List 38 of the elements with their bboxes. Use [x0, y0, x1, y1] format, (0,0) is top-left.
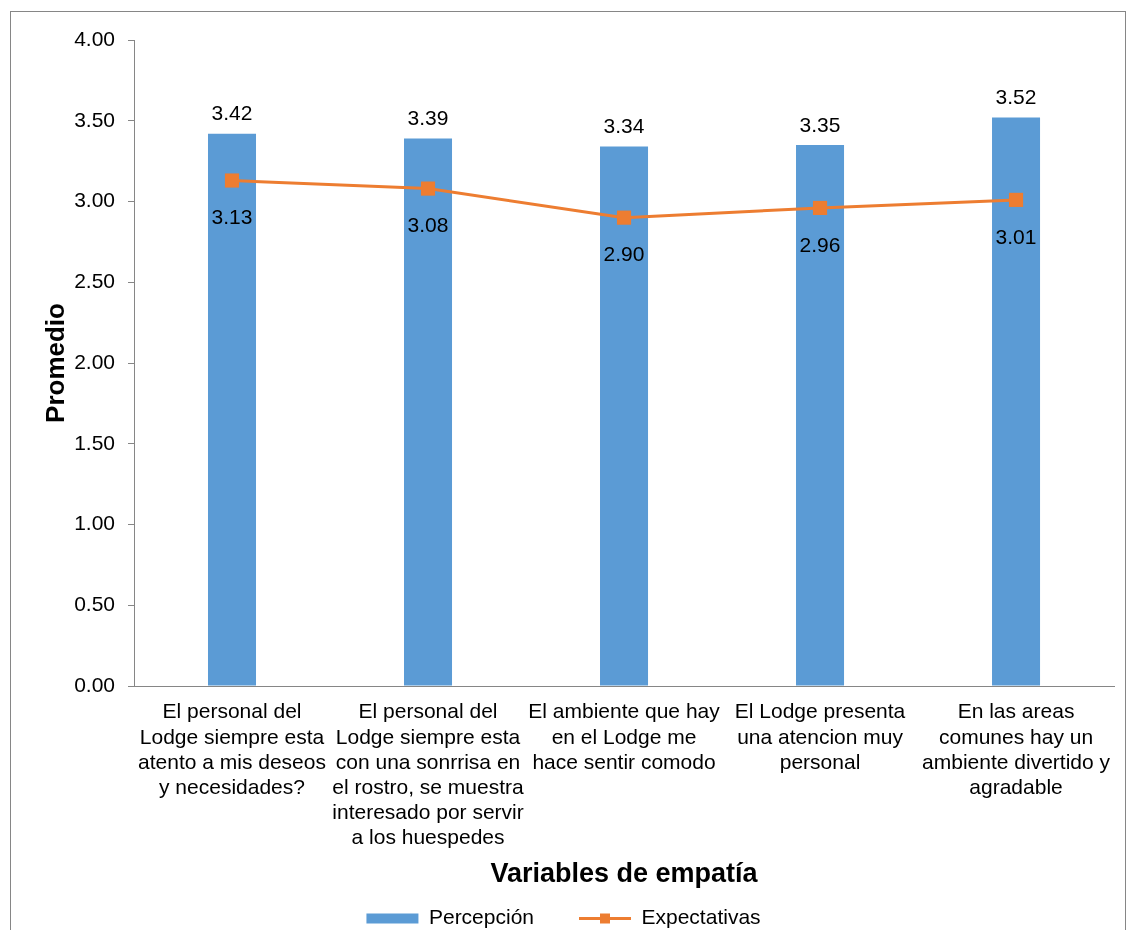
y-tick-label: 3.00: [74, 188, 115, 212]
legend-label: Percepción: [428, 905, 534, 929]
data-label: 2.90: [603, 242, 645, 266]
bar: [796, 144, 845, 686]
x-tick-label: El Lodge presenta una atencion muy personal: [734, 699, 906, 773]
bar: [600, 146, 649, 686]
y-tick-label: 3.50: [74, 107, 115, 131]
point: [224, 173, 240, 188]
x-tick-label: El personal del Lodge siempre esta con una sonrrisa en el rostro, se muestra interesado por servir a los huespedes: [332, 699, 525, 849]
x-axis-title: Variables de empatía: [490, 858, 759, 889]
data-label: 3.39: [407, 106, 449, 130]
x-tick-label: El ambiente que hay en el Lodge me hace sentir comodo: [528, 699, 721, 773]
y-tick-label: 2.50: [74, 269, 115, 293]
point: [420, 181, 436, 196]
data-label: 3.01: [995, 224, 1037, 248]
y-tick-label: 2.00: [74, 349, 115, 373]
data-label: 3.35: [799, 112, 841, 136]
point: [1008, 192, 1024, 207]
data-label: 3.42: [211, 101, 253, 125]
data-label: 3.52: [995, 85, 1037, 109]
y-tick-label: 4.00: [74, 26, 115, 50]
data-label: 3.34: [603, 114, 645, 138]
bar: [992, 117, 1041, 686]
y-axis-title: Promedio: [39, 303, 70, 423]
point: [812, 200, 828, 216]
bar: [207, 133, 257, 686]
x-tick-label: En las areas comunes hay un ambiente divertido y agradable: [922, 699, 1111, 798]
data-label: 2.96: [799, 232, 841, 256]
y-tick-label: 0.00: [74, 672, 115, 696]
point: [616, 210, 632, 225]
legend-label: Expectativas: [641, 905, 761, 929]
y-tick-label: 0.50: [74, 592, 115, 616]
y-tick-label: 1.50: [74, 430, 115, 454]
x-tick-label: El personal del Lodge siempre esta atento a mis deseos y necesidades?: [138, 699, 326, 798]
data-label: 3.13: [211, 205, 253, 229]
y-tick-label: 1.00: [74, 511, 115, 535]
bar: [404, 138, 453, 686]
data-label: 3.08: [407, 213, 449, 237]
